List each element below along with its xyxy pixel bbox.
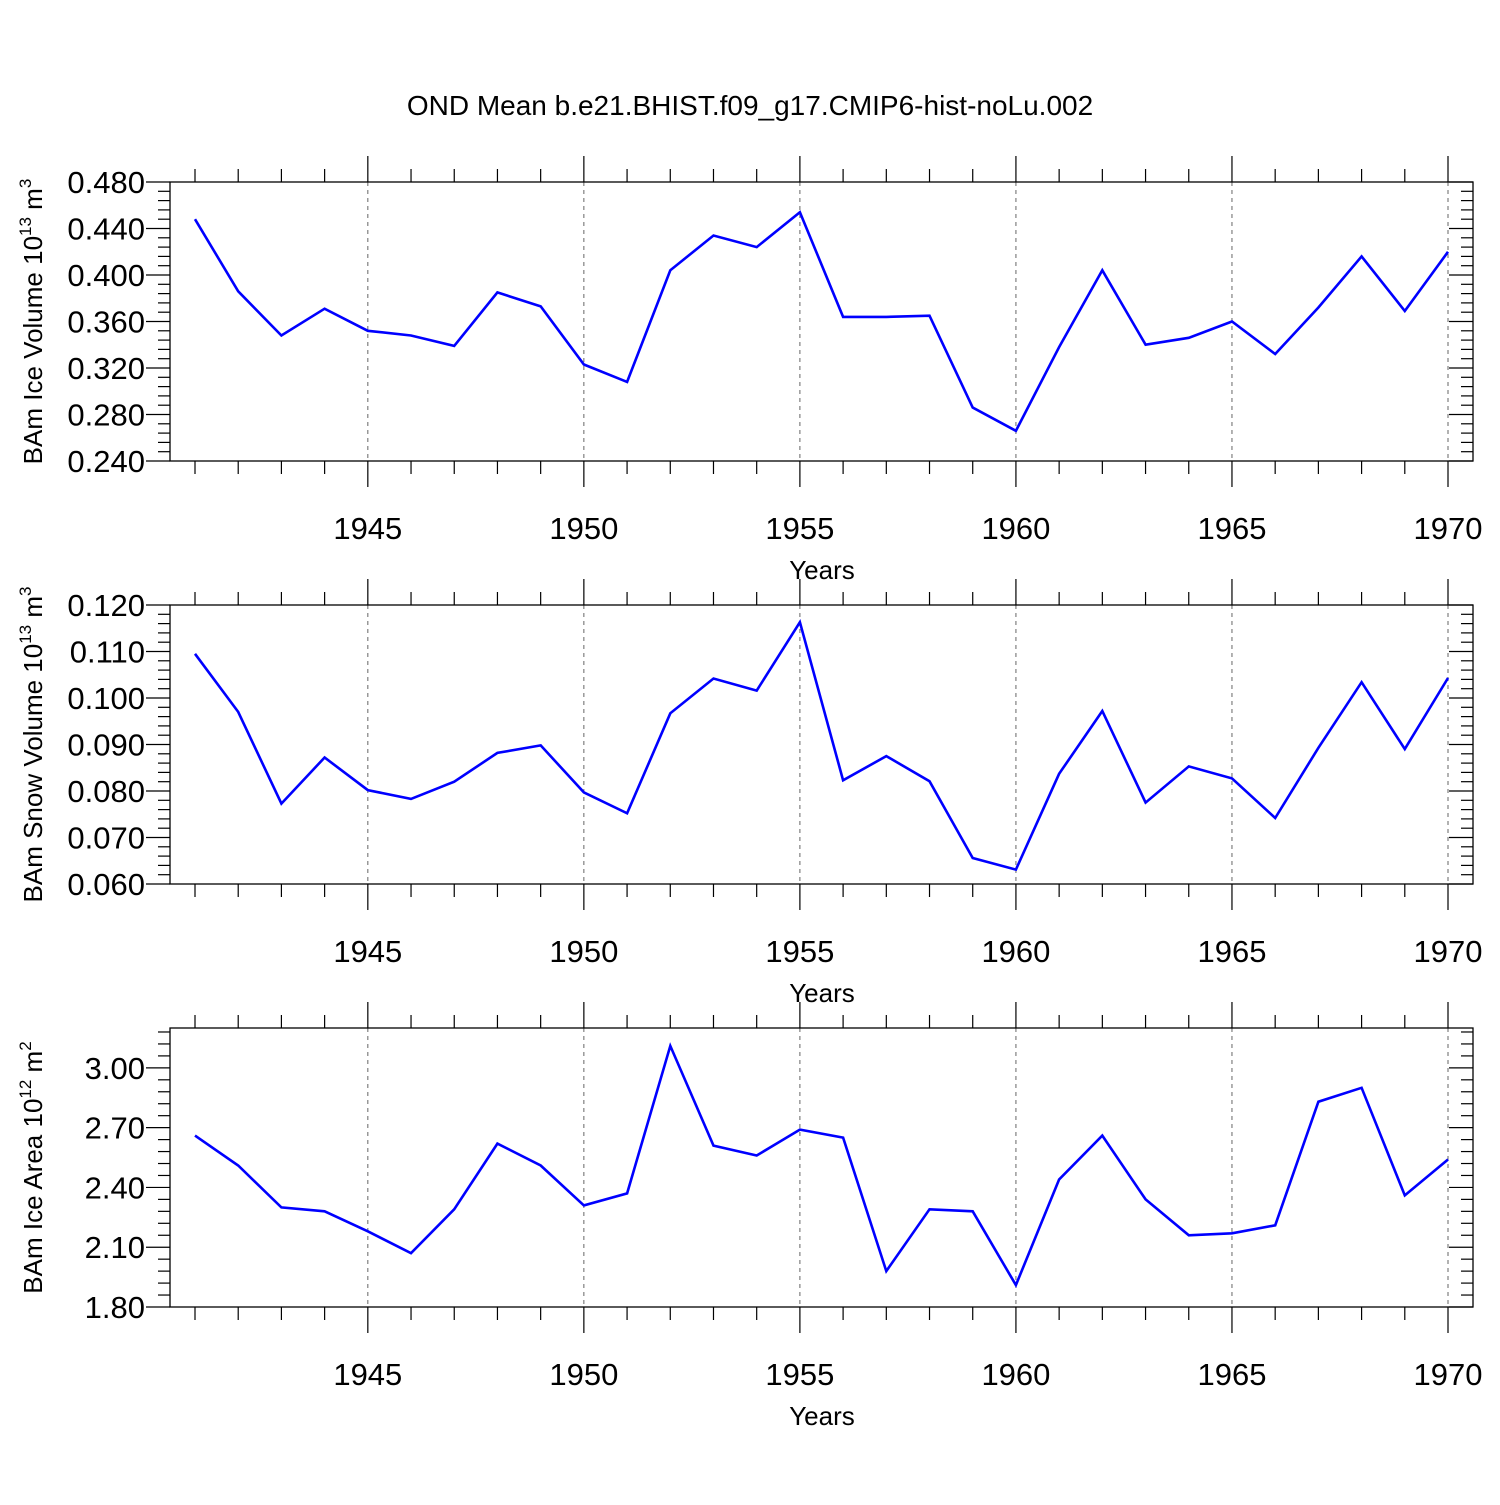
plot-frame-ice-volume: [170, 182, 1473, 461]
y-axis-label-text: BAm Ice Volume 10: [18, 236, 48, 464]
y-axis-label-unit-exponent: 3: [16, 587, 35, 596]
panel-snow-volume: 0.060 0.070 0.080 0.090 0.100 0.110 0.120 1945 1…: [16, 579, 1482, 1008]
y-tick-label: 0.480: [67, 165, 145, 200]
x-tick-label: 1945: [333, 934, 402, 969]
y-tick-label: 2.40: [85, 1170, 145, 1205]
y-tick-label: 0.100: [67, 681, 145, 716]
x-tick-label: 1945: [333, 511, 402, 546]
x-tick-label: 1950: [549, 511, 618, 546]
y-axis-label-text: BAm Snow Volume 10: [18, 644, 48, 903]
x-tick-label: 1965: [1197, 934, 1266, 969]
y-tick-label: 2.70: [85, 1111, 145, 1146]
x-tick-label: 1950: [549, 1357, 618, 1392]
y-tick-label: 1.80: [85, 1290, 145, 1325]
y-tick-label: 0.120: [67, 588, 145, 623]
x-tick-label: 1945: [333, 1357, 402, 1392]
y-tick-label: 0.400: [67, 258, 145, 293]
y-tick-label: 0.090: [67, 728, 145, 763]
x-tick-label: 1970: [1414, 1357, 1483, 1392]
y-axis-label-exponent: 13: [16, 625, 35, 644]
y-axis-label-unit: m: [18, 188, 48, 217]
plot-frame-snow-volume: [170, 605, 1473, 884]
y-tick-label: 0.440: [67, 212, 145, 247]
y-axis-label: BAm Snow Volume 1013 m3: [16, 587, 48, 903]
x-tick-label: 1970: [1414, 511, 1483, 546]
x-tick-label: 1965: [1197, 511, 1266, 546]
x-tick-label: 1950: [549, 934, 618, 969]
x-axis-label: Years: [789, 555, 855, 585]
x-tick-label: 1970: [1414, 934, 1483, 969]
panel-ice-volume: 0.240 0.280 0.320 0.360 0.400 0.440 0.480 1945 1…: [16, 156, 1482, 585]
series-line-ice-volume: [195, 212, 1448, 431]
series-line-snow-volume: [195, 622, 1448, 869]
y-axis-label-unit-exponent: 2: [16, 1041, 35, 1050]
y-tick-label: 0.360: [67, 305, 145, 340]
y-axis-label-text: BAm Ice Area 10: [18, 1099, 48, 1294]
y-tick-label: 0.320: [67, 351, 145, 386]
x-tick-label: 1955: [765, 1357, 834, 1392]
y-tick-label: 0.240: [67, 444, 145, 479]
y-axis-label: BAm Ice Volume 1013 m3: [16, 179, 48, 465]
y-axis-label-exponent: 13: [16, 217, 35, 236]
plot-frame-ice-area: [170, 1028, 1473, 1307]
x-tick-label: 1955: [765, 934, 834, 969]
series-line-ice-area: [195, 1046, 1448, 1285]
y-tick-label: 2.10: [85, 1230, 145, 1265]
y-tick-label: 0.080: [67, 774, 145, 809]
x-tick-label: 1960: [981, 934, 1050, 969]
y-axis-label-unit-exponent: 3: [16, 179, 35, 188]
y-tick-label: 0.280: [67, 398, 145, 433]
x-tick-label: 1960: [981, 1357, 1050, 1392]
y-axis-label-unit: m: [18, 596, 48, 625]
y-tick-label: 0.070: [67, 821, 145, 856]
y-axis-label-unit: m: [18, 1051, 48, 1080]
figure-title: OND Mean b.e21.BHIST.f09_g17.CMIP6-hist-…: [0, 90, 1500, 122]
x-axis-label: Years: [789, 978, 855, 1008]
y-axis-label-exponent: 12: [16, 1080, 35, 1099]
x-tick-label: 1965: [1197, 1357, 1266, 1392]
x-axis-label: Years: [789, 1401, 855, 1431]
panel-ice-area: 1.80 2.10 2.40 2.70 3.00 1945 1950 1955 1960 1965…: [16, 1002, 1482, 1431]
y-tick-label: 0.110: [70, 635, 145, 670]
x-tick-label: 1955: [765, 511, 834, 546]
y-axis-label: BAm Ice Area 1012 m2: [16, 1041, 48, 1293]
x-tick-label: 1960: [981, 511, 1050, 546]
y-tick-label: 3.00: [85, 1051, 145, 1086]
y-tick-label: 0.060: [67, 867, 145, 902]
